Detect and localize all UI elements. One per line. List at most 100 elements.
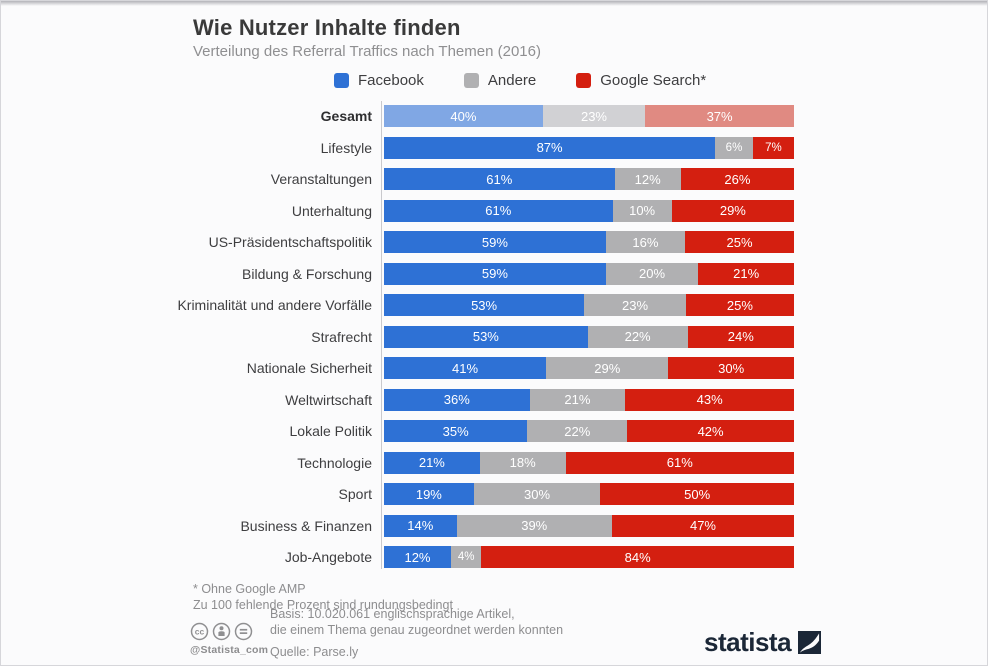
bar-value-label: 14% — [407, 518, 434, 533]
bar-segment-google-search: 84% — [481, 546, 794, 568]
bar-value-label: 61% — [486, 171, 513, 187]
legend-item-facebook: Facebook — [334, 72, 424, 89]
bar-value-label: 41% — [452, 360, 479, 376]
bar-segment-andere: 29% — [546, 357, 669, 379]
bar-value-label: 18% — [509, 455, 536, 470]
row-label: Unterhaltung — [291, 202, 372, 219]
row-bars: 35% 22% 42% — [384, 420, 794, 442]
row-label: Veranstaltungen — [270, 171, 372, 187]
chart-row: Unterhaltung 61% 10% 29% — [1, 199, 795, 222]
bar-value-label: 29% — [719, 203, 746, 218]
chart-row: Lokale Politik 35% 22% 42% — [1, 420, 795, 442]
bar-segment-facebook: 21% — [384, 451, 480, 474]
bar-value-label: 53% — [471, 297, 498, 313]
bar-value-label: 25% — [726, 234, 753, 250]
bar-segment-facebook: 59% — [384, 231, 606, 253]
bar-value-label: 21% — [733, 266, 760, 281]
row-bars: 14% 39% 47% — [384, 514, 794, 537]
row-label: Technologie — [297, 454, 372, 471]
bar-value-label: 23% — [621, 297, 649, 313]
row-bars: 36% 21% 43% — [384, 388, 794, 411]
twitter-handle: @Statista_com — [190, 644, 269, 656]
bar-segment-google-search: 25% — [685, 294, 794, 316]
bar-value-label: 50% — [684, 486, 711, 502]
row-label: Bildung & Forschung — [242, 265, 372, 282]
chart-row: Sport 19% 30% 50% — [1, 483, 795, 505]
row-label: Lifestyle — [320, 139, 372, 156]
bar-value-label: 20% — [639, 266, 666, 281]
bar-segment-facebook: 61% — [384, 168, 615, 190]
bar-value-label: 43% — [696, 392, 723, 407]
row-label: Sport — [338, 486, 372, 502]
legend: Facebook Andere Google Search* — [334, 72, 706, 89]
row-label: Kriminalität und andere Vorfälle — [177, 297, 372, 313]
bar-segment-google-search: 25% — [685, 231, 795, 253]
statista-logo: statista — [704, 629, 822, 655]
bar-segment-andere: 23% — [584, 294, 686, 316]
page-title: Wie Nutzer Inhalte finden — [193, 15, 461, 40]
cc-license-icons: cc — [190, 622, 262, 641]
bar-segment-google-search: 29% — [671, 199, 794, 222]
cc-icon: cc — [190, 622, 209, 641]
row-bars: 19% 30% 50% — [384, 483, 794, 505]
bar-segment-andere: 10% — [612, 199, 672, 222]
chart-row: US-Präsidentschaftspolitik 59% 16% 25% — [1, 231, 795, 253]
bar-segment-andere: 23% — [542, 105, 646, 127]
bar-segment-facebook: 53% — [384, 325, 588, 348]
bar-segment-andere: 20% — [605, 262, 699, 285]
bar-segment-andere: 12% — [614, 168, 681, 190]
bar-value-label: 22% — [564, 423, 591, 439]
bar-segment-facebook: 59% — [384, 262, 606, 285]
bar-value-label: 53% — [472, 329, 499, 344]
stacked-bar-chart: Gesamt 40% 23% 37% Lifestyle 87% 6% 7% Veranstal… — [1, 105, 795, 578]
bar-value-label: 26% — [724, 171, 751, 187]
bar-segment-andere: 22% — [587, 325, 688, 348]
bar-value-label: 30% — [718, 360, 745, 376]
bar-value-label: 10% — [629, 203, 656, 218]
facebook-swatch-icon — [334, 73, 349, 88]
bar-segment-andere: 39% — [456, 514, 612, 537]
legend-label-google-search: Google Search* — [600, 72, 707, 89]
bar-segment-facebook: 87% — [384, 136, 716, 159]
chart-rows: Gesamt 40% 23% 37% Lifestyle 87% 6% 7% Veranstal… — [1, 105, 795, 568]
chart-row: Business & Finanzen 14% 39% 47% — [1, 514, 795, 537]
row-bars: 53% 22% 24% — [384, 325, 794, 348]
row-label: Lokale Politik — [289, 423, 373, 439]
bar-value-label: 61% — [485, 203, 512, 218]
svg-text:cc: cc — [195, 627, 205, 637]
bar-segment-andere: 6% — [715, 136, 753, 159]
row-bars: 21% 18% 61% — [384, 451, 795, 474]
bar-value-label: 39% — [521, 518, 548, 533]
chart-row: Gesamt 40% 23% 37% — [1, 105, 795, 127]
bar-segment-andere: 21% — [529, 388, 626, 411]
row-label: US-Präsidentschaftspolitik — [208, 234, 372, 250]
source-line: Quelle: Parse.ly — [270, 645, 359, 659]
bar-value-label: 21% — [418, 455, 445, 470]
row-label: Strafrecht — [311, 328, 372, 345]
bar-value-label: 19% — [415, 486, 442, 502]
chart-row: Kriminalität und andere Vorfälle 53% 23% 25… — [1, 294, 795, 316]
bar-value-label: 12% — [634, 171, 661, 187]
axis-baseline — [381, 101, 382, 569]
basis-line-1: Basis: 10.020.061 englischsprachige Arti… — [270, 607, 515, 621]
bar-segment-google-search: 50% — [600, 483, 794, 505]
bar-segment-facebook: 36% — [384, 388, 530, 411]
bar-segment-google-search: 21% — [698, 262, 794, 285]
bar-segment-andere: 22% — [527, 420, 628, 442]
legend-label-andere: Andere — [487, 72, 537, 89]
bar-value-label: 22% — [624, 329, 651, 344]
bar-value-label: 7% — [765, 141, 782, 154]
bar-value-label: 36% — [443, 392, 470, 407]
bar-segment-facebook: 12% — [384, 546, 451, 568]
bar-segment-google-search: 37% — [645, 105, 795, 127]
bar-value-label: 16% — [632, 234, 659, 250]
row-label: Job-Angebote — [284, 549, 372, 565]
bar-value-label: 87% — [536, 140, 563, 155]
bar-segment-facebook: 40% — [384, 105, 543, 127]
bar-value-label: 30% — [524, 486, 551, 502]
bar-segment-andere: 16% — [605, 231, 685, 253]
attribution-icon — [212, 622, 231, 641]
row-bars: 41% 29% 30% — [384, 357, 794, 379]
chart-row: Bildung & Forschung 59% 20% 21% — [1, 262, 795, 285]
